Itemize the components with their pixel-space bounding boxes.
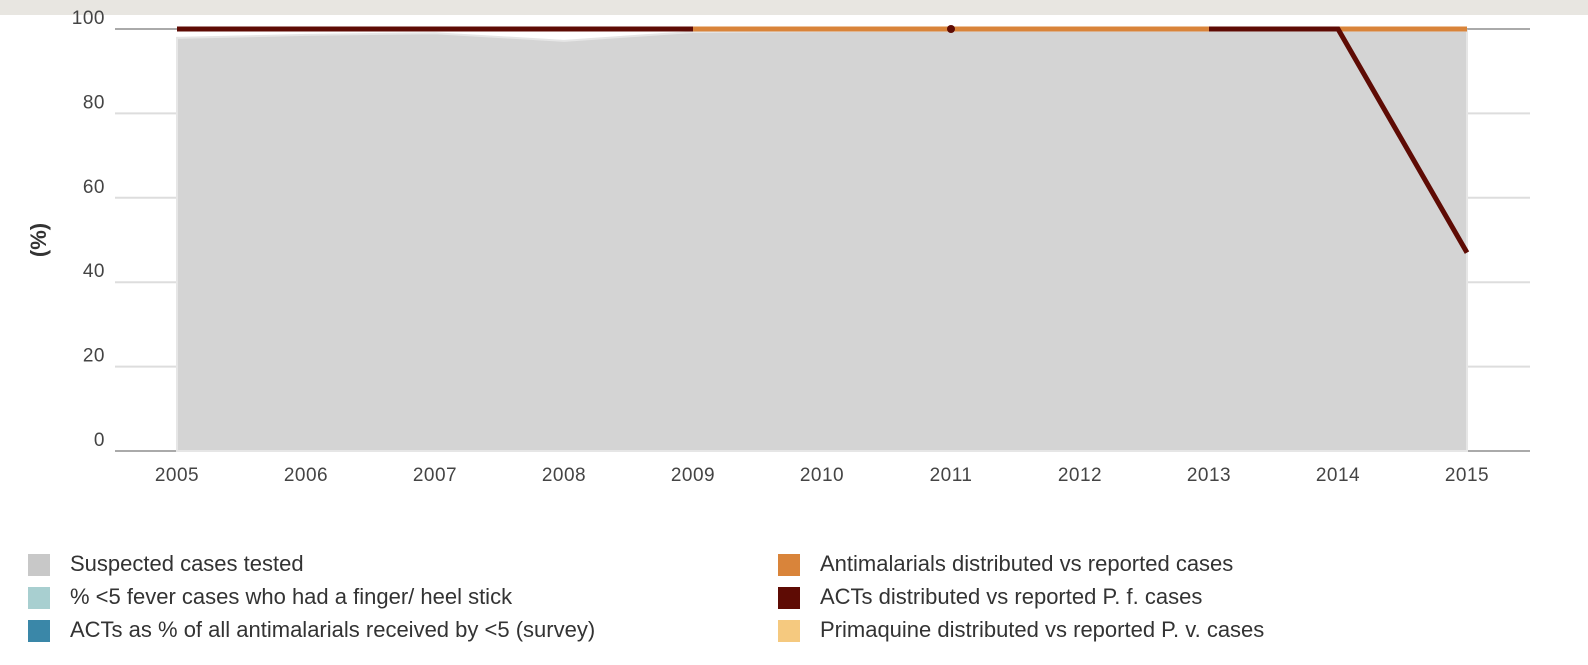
legend-label: Antimalarials distributed vs reported ca…	[820, 551, 1233, 576]
legend-label: ACTs as % of all antimalarials received …	[70, 617, 595, 642]
legend-label: Suspected cases tested	[70, 551, 304, 576]
legend-swatch	[28, 554, 50, 576]
x-tick-label: 2015	[1445, 465, 1489, 486]
point	[947, 25, 955, 33]
y-tick-label: 100	[72, 8, 105, 29]
legend-swatch	[778, 620, 800, 642]
legend-label: Primaquine distributed vs reported P. v.…	[820, 617, 1264, 642]
y-tick-label: 60	[83, 177, 105, 198]
y-tick-label: 20	[83, 346, 105, 367]
x-tick-label: 2008	[542, 465, 586, 486]
x-tick-label: 2013	[1187, 465, 1231, 486]
y-axis-label: (%)	[26, 223, 51, 257]
x-tick-label: 2010	[800, 465, 844, 486]
y-tick-label: 0	[94, 430, 105, 451]
x-tick-label: 2005	[155, 465, 199, 486]
x-tick-label: 2012	[1058, 465, 1102, 486]
y-tick-label: 80	[83, 92, 105, 113]
legend-swatch	[28, 587, 50, 609]
x-tick-label: 2014	[1316, 465, 1360, 486]
legend-swatch	[778, 554, 800, 576]
x-tick-label: 2011	[930, 465, 973, 486]
legend-label: % <5 fever cases who had a finger/ heel …	[70, 584, 513, 609]
x-tick-label: 2007	[413, 465, 457, 486]
line	[1209, 26, 1470, 254]
area	[176, 29, 1468, 452]
top-band	[0, 0, 1588, 15]
y-tick-label: 40	[83, 261, 105, 282]
legend-swatch	[28, 620, 50, 642]
legend-swatch	[778, 587, 800, 609]
x-tick-label: 2006	[284, 465, 328, 486]
legend-label: ACTs distributed vs reported P. f. cases	[820, 584, 1202, 609]
x-tick-label: 2009	[671, 465, 715, 486]
